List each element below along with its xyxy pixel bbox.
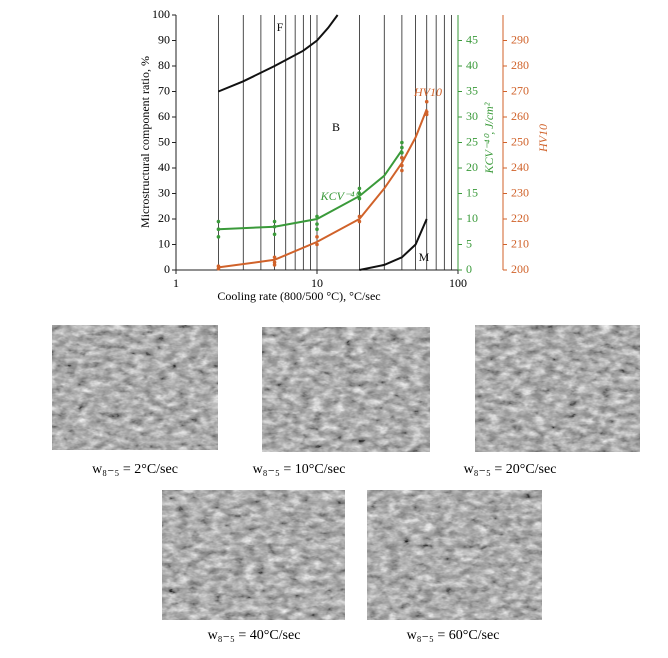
data-point [315, 235, 319, 239]
series-line [218, 108, 428, 269]
x-tick-label: 10 [311, 276, 323, 290]
y3-tick-label: 280 [511, 58, 529, 72]
y3-axis-label: HV10 [536, 124, 550, 153]
y2-tick-label: 30 [466, 109, 478, 123]
y3-tick-label: 220 [511, 211, 529, 225]
y3-tick-label: 270 [511, 83, 529, 97]
data-point [315, 214, 319, 219]
data-point [424, 110, 429, 114]
y-tick-label: 90 [158, 32, 170, 46]
series-line [359, 218, 428, 271]
y-tick-label: 100 [152, 7, 170, 21]
data-point [400, 145, 404, 150]
micrograph [161, 489, 346, 621]
y3-tick-label: 230 [511, 185, 529, 199]
x-tick-label: 1 [173, 276, 179, 290]
data-point [272, 224, 277, 229]
micrograph-caption: w₈₋₅ = 60°C/sec [407, 628, 500, 643]
y-tick-label: 0 [164, 262, 170, 276]
data-point [216, 227, 221, 231]
y2-tick-label: 25 [466, 134, 478, 148]
series-label: F [277, 20, 284, 34]
y-axis-label: Microstructural component ratio, % [138, 56, 152, 228]
y2-axis-label: KCV⁻⁴⁰, J/cm² [482, 102, 496, 174]
y2-tick-label: 45 [466, 32, 478, 46]
data-point [400, 150, 404, 155]
data-point [272, 219, 277, 224]
data-point [400, 163, 404, 168]
y-tick-label: 80 [158, 58, 170, 72]
data-point [400, 168, 404, 173]
series-line [218, 14, 339, 93]
y3-tick-label: 210 [511, 236, 529, 250]
y2-tick-label: 15 [466, 185, 478, 199]
data-point [315, 227, 319, 231]
y2-tick-label: 20 [466, 160, 478, 174]
series-label: KCV⁻⁴⁰ [320, 189, 362, 203]
micrograph-caption: w₈₋₅ = 2°C/sec [92, 462, 178, 477]
y2-tick-label: 10 [466, 211, 478, 225]
y-tick-label: 60 [158, 109, 170, 123]
y2-tick-label: 5 [466, 236, 472, 250]
data-point [216, 266, 221, 271]
y2-tick-label: 40 [466, 58, 478, 72]
data-point [357, 196, 362, 201]
data-point [216, 235, 221, 239]
data-point [272, 260, 277, 265]
y-tick-label: 10 [158, 236, 170, 250]
data-point [272, 232, 277, 237]
y-tick-label: 50 [158, 134, 170, 148]
micrograph [366, 489, 543, 621]
data-point [400, 156, 404, 160]
micrograph [261, 326, 431, 453]
data-point [216, 264, 221, 268]
y-tick-label: 40 [158, 160, 170, 174]
data-point [424, 99, 429, 104]
x-axis-label: Cooling rate (800/500 °C), °C/sec [217, 289, 380, 303]
y2-tick-label: 0 [466, 262, 472, 276]
series-label: HV10 [413, 85, 442, 99]
micrograph [51, 324, 219, 451]
y3-tick-label: 260 [511, 109, 529, 123]
y3-tick-label: 200 [511, 262, 529, 276]
annotation: B [332, 120, 340, 134]
data-point [357, 214, 362, 219]
series-line [218, 149, 403, 231]
micrograph-caption: w₈₋₅ = 40°C/sec [208, 628, 301, 643]
data-point [216, 219, 221, 224]
micrograph-caption: w₈₋₅ = 20°C/sec [464, 462, 557, 477]
y3-tick-label: 250 [511, 134, 529, 148]
y-tick-label: 20 [158, 211, 170, 225]
data-point [315, 242, 319, 247]
data-point [272, 255, 277, 260]
series-label: M [419, 250, 430, 264]
y3-tick-label: 290 [511, 32, 529, 46]
data-point [315, 222, 319, 226]
y-tick-label: 70 [158, 83, 170, 97]
data-point [357, 219, 362, 224]
y-tick-label: 30 [158, 185, 170, 199]
data-point [357, 191, 362, 196]
data-point [272, 263, 277, 267]
data-point [357, 186, 362, 191]
data-point [424, 112, 429, 117]
micrograph-caption: w₈₋₅ = 10°C/sec [253, 462, 346, 477]
data-point [400, 140, 404, 145]
x-tick-label: 100 [449, 276, 467, 290]
y3-tick-label: 240 [511, 160, 529, 174]
micrograph [474, 324, 641, 453]
y2-tick-label: 35 [466, 83, 478, 97]
